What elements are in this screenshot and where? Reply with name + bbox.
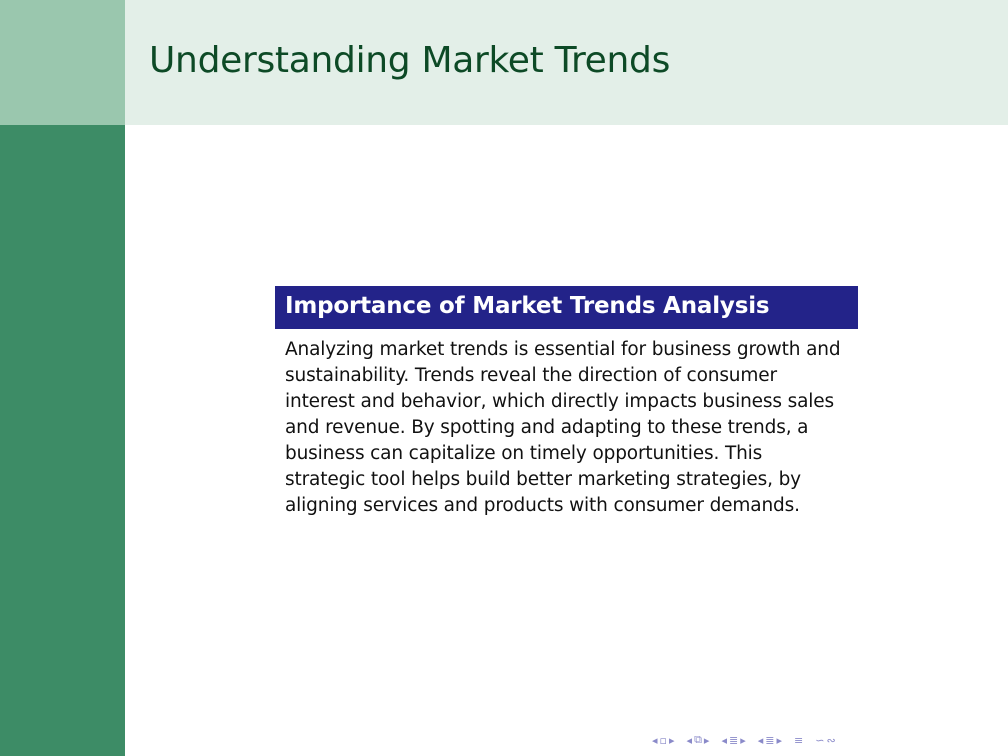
navigation-bar: ◂ ▫ ▸ ◂ ⧉ ▸ ◂ ≣ ▸ ◂ ≣ ▸ ≡ ∽ ∾ xyxy=(652,733,844,747)
frame-header: Understanding Market Trends xyxy=(125,0,1008,125)
search-icon[interactable]: ∽ xyxy=(815,733,825,747)
section-icon[interactable]: ≣ xyxy=(765,733,775,747)
prev-section-icon[interactable]: ◂ xyxy=(721,733,727,747)
sidebar xyxy=(0,125,125,756)
block-body: Analyzing market trends is essential for… xyxy=(285,339,841,516)
prev-subsection-icon[interactable]: ◂ xyxy=(686,733,693,747)
next-frame-icon[interactable]: ▸ xyxy=(669,733,675,747)
toc-icon[interactable]: ≡ xyxy=(794,733,804,747)
section-icon[interactable]: ≣ xyxy=(728,733,739,747)
prev-section-icon[interactable]: ◂ xyxy=(757,733,764,747)
subsection-icon[interactable]: ⧉ xyxy=(694,733,702,746)
page-title: Understanding Market Trends xyxy=(149,40,671,81)
next-section-icon[interactable]: ▸ xyxy=(740,733,746,747)
next-section-icon[interactable]: ▸ xyxy=(776,733,783,747)
block-title: Importance of Market Trends Analysis xyxy=(275,286,858,329)
prev-frame-icon[interactable]: ◂ xyxy=(652,733,658,747)
search-icon[interactable]: ∾ xyxy=(826,733,836,747)
content-block: Importance of Market Trends Analysis Ana… xyxy=(275,286,858,519)
next-subsection-icon[interactable]: ▸ xyxy=(703,733,710,747)
frame-icon[interactable]: ▫ xyxy=(659,733,667,747)
sidebar-corner xyxy=(0,0,125,125)
